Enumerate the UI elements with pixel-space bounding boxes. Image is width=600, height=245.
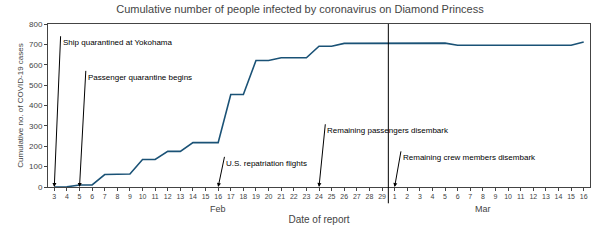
svg-text:9: 9 [128, 193, 132, 200]
svg-text:14: 14 [189, 193, 197, 200]
svg-text:24: 24 [315, 193, 323, 200]
svg-text:8: 8 [481, 193, 485, 200]
svg-text:13: 13 [176, 193, 184, 200]
svg-text:4: 4 [430, 193, 434, 200]
svg-text:0: 0 [38, 183, 43, 192]
svg-text:13: 13 [542, 193, 550, 200]
svg-text:600: 600 [29, 61, 43, 70]
svg-text:1: 1 [393, 193, 397, 200]
svg-text:Date of report: Date of report [288, 214, 349, 225]
svg-text:16: 16 [580, 193, 588, 200]
svg-text:Mar: Mar [475, 204, 491, 214]
svg-text:Remaining crew members disemba: Remaining crew members disembark [403, 153, 536, 162]
svg-text:20: 20 [265, 193, 273, 200]
svg-text:29: 29 [378, 193, 386, 200]
svg-text:700: 700 [29, 40, 43, 49]
svg-text:27: 27 [353, 193, 361, 200]
svg-text:21: 21 [277, 193, 285, 200]
svg-text:9: 9 [494, 193, 498, 200]
svg-text:5: 5 [443, 193, 447, 200]
svg-text:28: 28 [366, 193, 374, 200]
svg-text:300: 300 [29, 122, 43, 131]
svg-text:100: 100 [29, 162, 43, 171]
svg-text:500: 500 [29, 81, 43, 90]
svg-text:Passenger quarantine begins: Passenger quarantine begins [88, 73, 192, 82]
svg-text:5: 5 [78, 193, 82, 200]
svg-text:Cumulative number of people in: Cumulative number of people infected by … [116, 3, 484, 15]
svg-text:800: 800 [29, 20, 43, 29]
svg-text:200: 200 [29, 142, 43, 151]
svg-text:8: 8 [115, 193, 119, 200]
svg-text:26: 26 [340, 193, 348, 200]
svg-text:6: 6 [90, 193, 94, 200]
svg-text:18: 18 [239, 193, 247, 200]
svg-text:Ship quarantined at Yokohama: Ship quarantined at Yokohama [63, 38, 173, 47]
svg-text:16: 16 [214, 193, 222, 200]
svg-text:15: 15 [567, 193, 575, 200]
svg-text:400: 400 [29, 101, 43, 110]
svg-text:12: 12 [529, 193, 537, 200]
svg-text:19: 19 [252, 193, 260, 200]
svg-text:25: 25 [328, 193, 336, 200]
svg-text:17: 17 [227, 193, 235, 200]
svg-text:23: 23 [303, 193, 311, 200]
svg-text:U.S. repatriation flights: U.S. repatriation flights [226, 159, 307, 168]
svg-text:4: 4 [65, 193, 69, 200]
svg-text:10: 10 [139, 193, 147, 200]
svg-text:11: 11 [151, 193, 158, 200]
svg-text:Cumulative no. of COVID-19 cas: Cumulative no. of COVID-19 cases [16, 43, 25, 168]
svg-text:Feb: Feb [210, 204, 226, 214]
svg-text:7: 7 [468, 193, 472, 200]
svg-text:6: 6 [456, 193, 460, 200]
svg-text:2: 2 [405, 193, 409, 200]
svg-text:22: 22 [290, 193, 298, 200]
svg-text:7: 7 [103, 193, 107, 200]
svg-text:14: 14 [555, 193, 563, 200]
svg-text:11: 11 [517, 193, 524, 200]
svg-text:12: 12 [164, 193, 172, 200]
svg-text:3: 3 [52, 193, 56, 200]
svg-text:3: 3 [418, 193, 422, 200]
svg-text:Remaining passengers disembark: Remaining passengers disembark [327, 126, 449, 135]
svg-text:10: 10 [504, 193, 512, 200]
svg-text:15: 15 [202, 193, 210, 200]
